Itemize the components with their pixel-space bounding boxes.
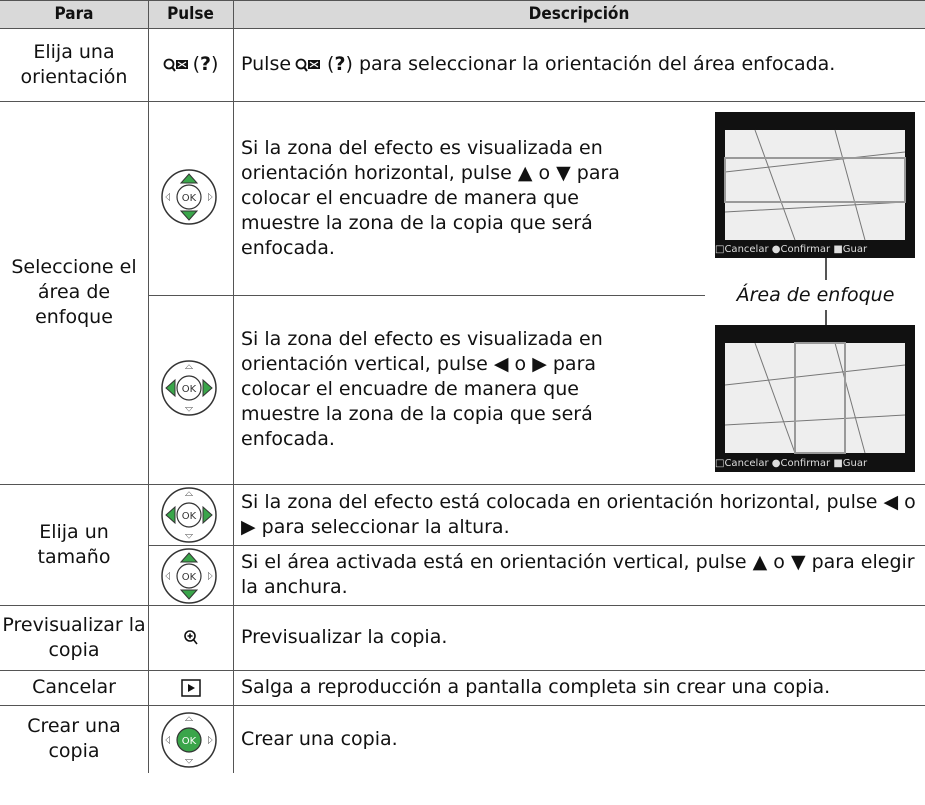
text: ) para seleccionar la orientación del ár… xyxy=(345,53,836,75)
text: ( xyxy=(192,53,200,75)
text: Cancelar xyxy=(724,244,769,255)
arrow xyxy=(165,735,170,745)
ok-button xyxy=(176,563,202,589)
selector-icon: OK xyxy=(161,712,217,768)
arrow-active xyxy=(179,173,199,184)
multi-selector: OK xyxy=(160,711,218,773)
ok-button xyxy=(176,184,202,210)
selector-icon: OK xyxy=(161,169,217,225)
para-cell: Crear una copia xyxy=(27,715,121,762)
text: Guar xyxy=(842,244,868,255)
rule xyxy=(148,545,925,546)
description-cell: Si el área activada está en orientación … xyxy=(241,551,915,598)
ok-label: OK xyxy=(182,511,197,522)
description-cell: Si la zona del efecto es visualizada en … xyxy=(241,328,603,450)
callout: Área de enfoque xyxy=(736,283,895,306)
rule xyxy=(233,0,234,773)
description-cell: Si la zona del efecto es visualizada en … xyxy=(241,136,620,259)
header-description: Descripción xyxy=(233,0,925,28)
pulse-cell: (?) xyxy=(148,28,233,101)
para-cell: Elija un tamaño xyxy=(37,520,111,568)
arrow-active xyxy=(202,505,213,525)
arrow xyxy=(184,534,194,539)
text: ? xyxy=(334,53,346,75)
arrow xyxy=(184,759,194,764)
selector-icon: OK xyxy=(161,548,217,604)
description-cell: Previsualizar la copia. xyxy=(241,626,448,648)
camera-screen: □Cancelar ●Confirmar ■Guar xyxy=(715,112,915,258)
rule xyxy=(0,705,925,706)
description-cell: Salga a reproducción a pantalla completa… xyxy=(241,676,831,698)
text: Confirmar xyxy=(780,458,831,469)
description-cell: Pulse (?) para seleccionar la orientació… xyxy=(233,28,925,101)
ok-label: OK xyxy=(182,572,197,583)
para-cell: Cancelar xyxy=(32,676,116,698)
arrow xyxy=(184,407,194,412)
camera-screen: □Cancelar ●Confirmar ■Guar xyxy=(715,325,915,472)
text: Cancelar xyxy=(724,458,769,469)
text: ? xyxy=(199,53,212,75)
arrow-active xyxy=(202,378,213,398)
ok-button xyxy=(176,375,202,401)
multi-selector: OK xyxy=(160,359,218,421)
text: ) xyxy=(211,53,219,75)
multi-selector: OK xyxy=(160,168,218,230)
arrow-active xyxy=(179,552,199,563)
arrow xyxy=(208,735,213,745)
header-pulse: Pulse xyxy=(148,0,233,28)
arrow-active xyxy=(165,505,176,525)
arrow-active xyxy=(179,210,199,221)
rule xyxy=(148,295,705,296)
playback-icon xyxy=(180,678,201,697)
text: Pulse xyxy=(241,53,292,75)
arrow-active xyxy=(179,589,199,600)
text: Guar xyxy=(842,458,868,469)
screen-bar: □Cancelar ●Confirmar ■Guar xyxy=(715,458,868,469)
ok-button xyxy=(176,502,202,528)
ok-label: OK xyxy=(182,384,197,395)
selector-icon: OK xyxy=(161,360,217,416)
pulse-cell xyxy=(148,670,233,705)
leader xyxy=(825,310,827,325)
arrow xyxy=(208,192,213,202)
arrow xyxy=(184,716,194,721)
rule xyxy=(0,0,925,1)
arrow xyxy=(184,491,194,496)
arrow xyxy=(165,571,170,581)
description-cell: Si la zona del efecto está colocada en o… xyxy=(241,490,916,538)
rule xyxy=(0,101,925,102)
arrow xyxy=(184,364,194,369)
screen-image xyxy=(724,342,906,454)
arrow xyxy=(208,571,213,581)
description-cell: Crear una copia. xyxy=(241,727,398,750)
rule xyxy=(148,0,149,773)
zoom-out-icon xyxy=(163,58,188,72)
multi-selector: OK xyxy=(160,486,218,548)
selector-icon: OK xyxy=(161,487,217,543)
rule xyxy=(0,28,925,29)
arrow xyxy=(165,192,170,202)
para-cell: Seleccione el área de enfoque xyxy=(11,256,137,328)
para-cell: Previsualizar la copia xyxy=(2,613,146,661)
pulse-cell xyxy=(148,605,233,670)
header-para: Para xyxy=(0,0,148,28)
text: Confirmar xyxy=(780,244,831,255)
screen-image xyxy=(724,129,906,241)
multi-selector: OK xyxy=(160,547,218,609)
arrow-active xyxy=(165,378,176,398)
rule xyxy=(0,605,925,606)
ok-label: OK xyxy=(182,193,197,204)
rule xyxy=(0,670,925,671)
text: ( xyxy=(327,53,335,75)
rule xyxy=(0,484,925,485)
ok-button xyxy=(176,727,202,753)
zoom-out-icon xyxy=(295,58,321,72)
para-cell: Elija una orientación xyxy=(20,40,128,88)
zoom-in-icon xyxy=(183,629,198,644)
leader xyxy=(825,258,827,280)
ok-label: OK xyxy=(182,736,197,747)
screen-bar: □Cancelar ●Confirmar ■Guar xyxy=(715,244,868,255)
